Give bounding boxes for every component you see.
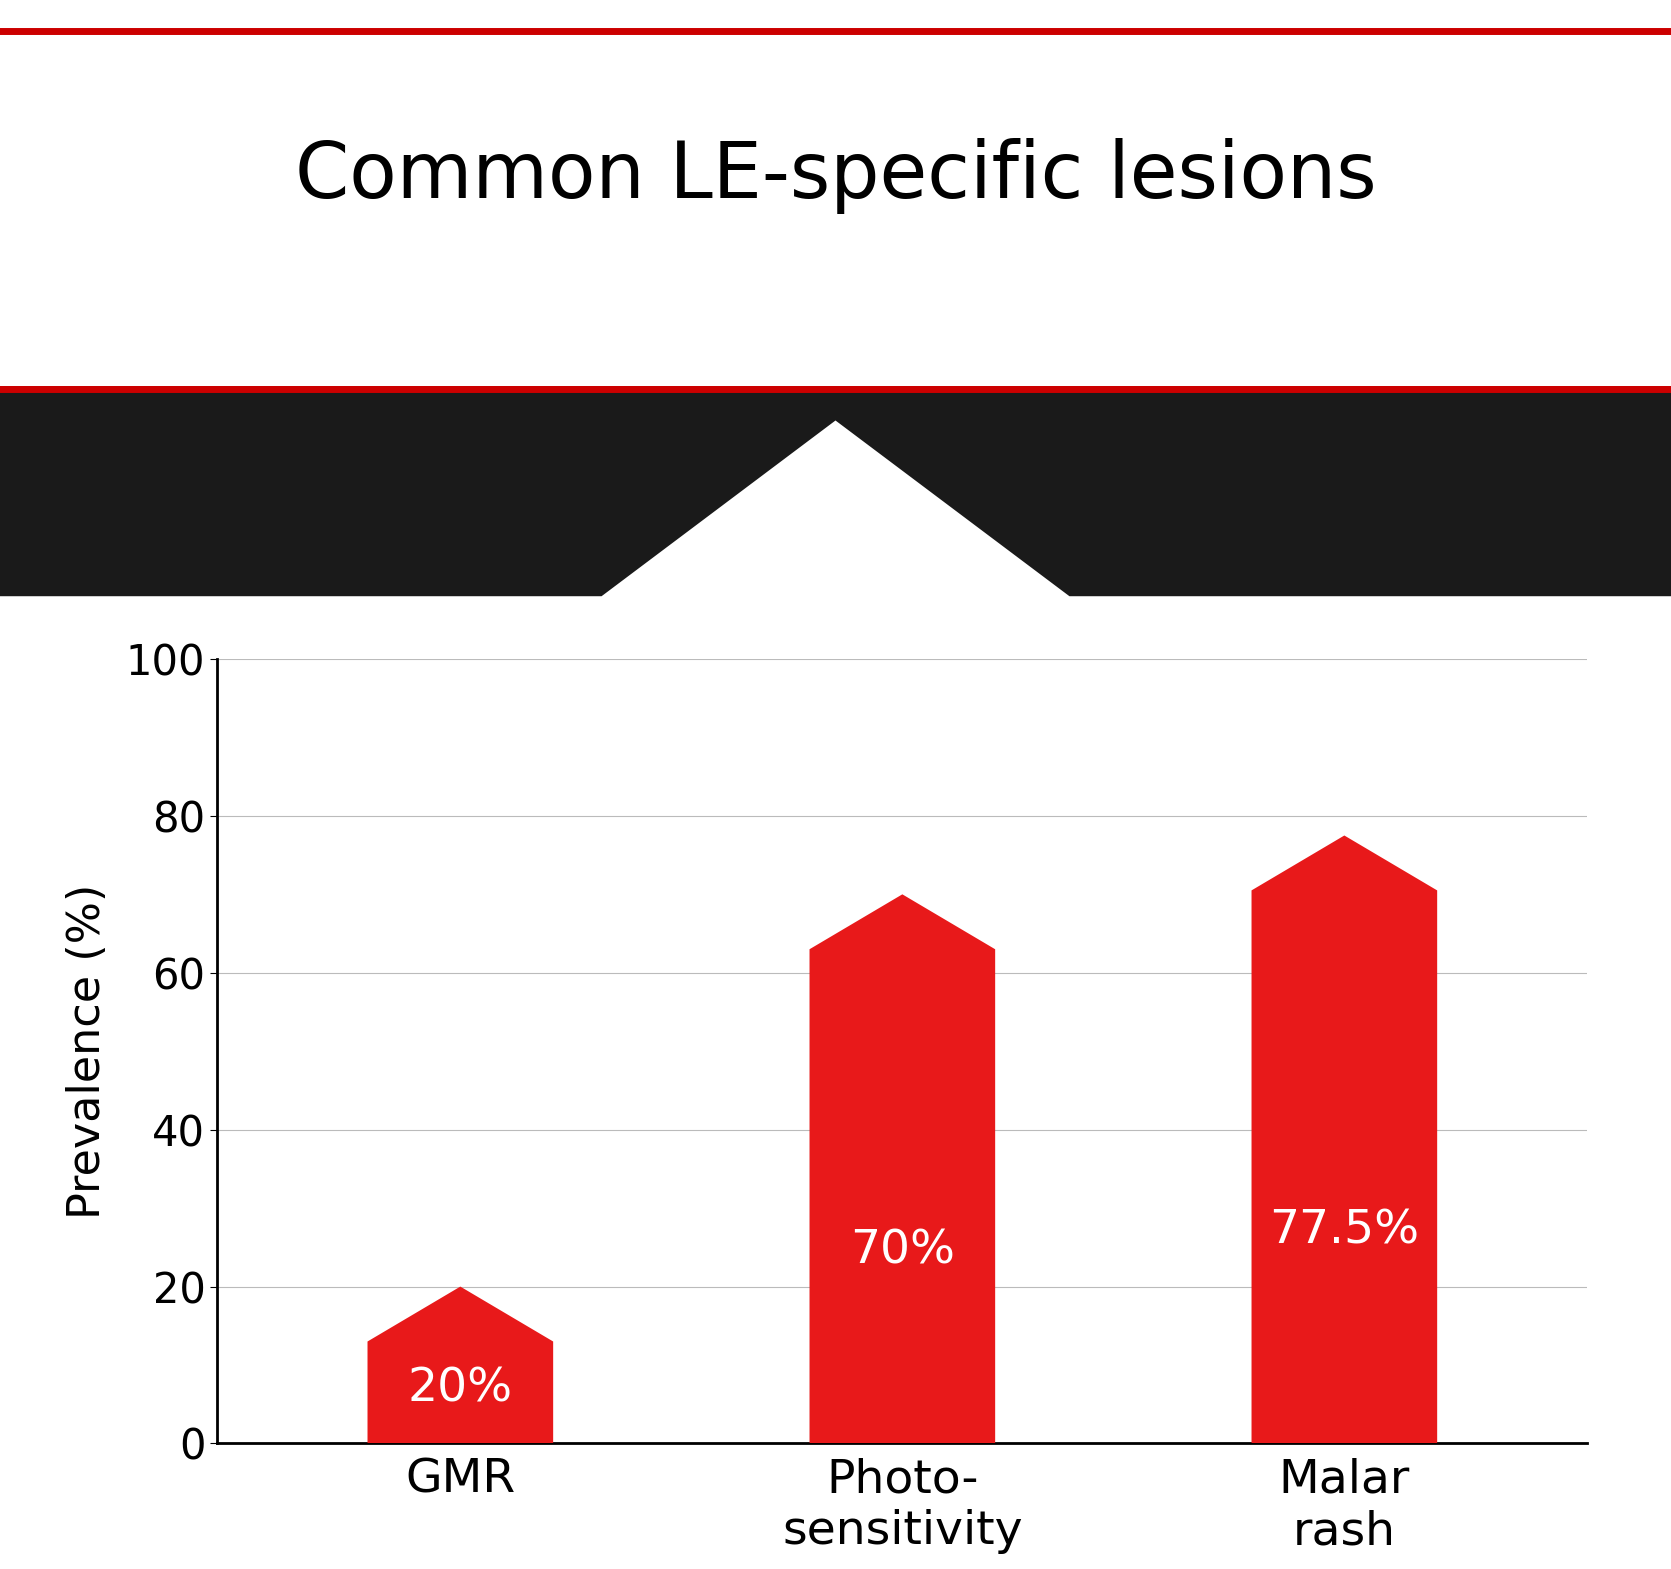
Text: 70%: 70% [851, 1229, 954, 1274]
Text: 20%: 20% [408, 1367, 513, 1411]
Polygon shape [368, 1287, 553, 1443]
Text: 77.5%: 77.5% [1270, 1208, 1419, 1254]
Polygon shape [1252, 836, 1437, 1443]
Text: Common LE-specific lesions: Common LE-specific lesions [294, 138, 1377, 213]
Y-axis label: Prevalence (%): Prevalence (%) [67, 883, 109, 1219]
Polygon shape [0, 389, 1671, 596]
Polygon shape [809, 894, 996, 1443]
